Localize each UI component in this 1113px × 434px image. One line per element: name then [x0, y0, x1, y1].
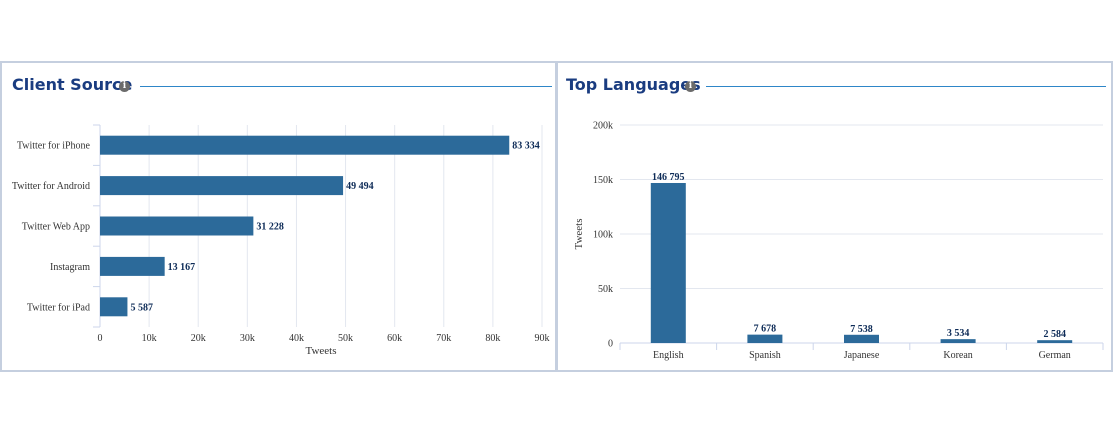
- data-label: 3 534: [947, 328, 970, 339]
- category-label: Spanish: [749, 350, 781, 361]
- x-tick-label: 60k: [387, 333, 402, 344]
- data-label: 49 494: [346, 181, 374, 192]
- y-tick-label: 100k: [593, 230, 613, 241]
- x-tick-label: 90k: [535, 333, 550, 344]
- y-tick-label: 150k: [593, 175, 613, 186]
- bar: [100, 256, 165, 276]
- category-label: Japanese: [844, 350, 880, 361]
- bar: [100, 297, 128, 317]
- bar: [100, 135, 510, 155]
- bar: [844, 334, 879, 343]
- category-label: Twitter for iPhone: [17, 141, 91, 152]
- category-label: Twitter for iPad: [27, 302, 90, 313]
- x-tick-label: 20k: [191, 333, 206, 344]
- x-tick-label: 70k: [436, 333, 451, 344]
- data-label: 13 167: [168, 262, 196, 273]
- client-source-title: Client Source: [12, 75, 133, 94]
- category-label: German: [1039, 350, 1071, 361]
- x-tick-label: 30k: [240, 333, 255, 344]
- data-label: 5 587: [130, 302, 153, 313]
- title-divider: [706, 86, 1106, 87]
- data-label: 31 228: [256, 222, 284, 233]
- y-tick-label: 200k: [593, 121, 613, 132]
- bar: [1037, 340, 1073, 343]
- x-tick-label: 40k: [289, 333, 304, 344]
- category-label: Twitter Web App: [22, 222, 90, 233]
- x-axis-title: Tweets: [306, 345, 337, 357]
- x-tick-label: 10k: [142, 333, 157, 344]
- x-tick-label: 0: [98, 333, 103, 344]
- top-languages-title: Top Languages: [566, 75, 701, 94]
- y-tick-label: 0: [608, 339, 613, 350]
- data-label: 2 584: [1043, 329, 1066, 340]
- bar: [940, 339, 976, 343]
- data-label: 7 678: [754, 324, 777, 335]
- bar: [100, 176, 344, 196]
- bar: [100, 216, 254, 236]
- info-icon[interactable]: i: [685, 81, 696, 92]
- x-tick-label: 50k: [338, 333, 353, 344]
- data-label: 146 795: [652, 172, 685, 183]
- title-divider: [140, 86, 552, 87]
- data-label: 83 334: [512, 141, 540, 152]
- x-tick-label: 80k: [485, 333, 500, 344]
- category-label: Korean: [943, 350, 972, 361]
- category-label: English: [653, 350, 684, 361]
- client-source-chart: 0 10k 20k 30k 40k 50k 60k 70k 80k 90k Twitter for …: [12, 124, 550, 357]
- category-label: Instagram: [50, 262, 90, 273]
- y-axis-title: Tweets: [573, 219, 585, 250]
- top-languages-panel: Top Languages i 0 50k 100k 150k 200k 146 795 E…: [556, 61, 1113, 372]
- info-icon[interactable]: i: [119, 81, 130, 92]
- bar: [747, 334, 783, 343]
- y-tick-label: 50k: [598, 284, 613, 295]
- data-label: 7 538: [850, 324, 873, 335]
- bar: [650, 182, 686, 343]
- client-source-panel: Client Source i 0 10k 20k 30k 40k 50k 60k 70k 80…: [0, 61, 557, 372]
- category-label: Twitter for Android: [12, 181, 90, 192]
- top-languages-chart: 0 50k 100k 150k 200k 146 795 English 7 678 Spani…: [573, 121, 1104, 361]
